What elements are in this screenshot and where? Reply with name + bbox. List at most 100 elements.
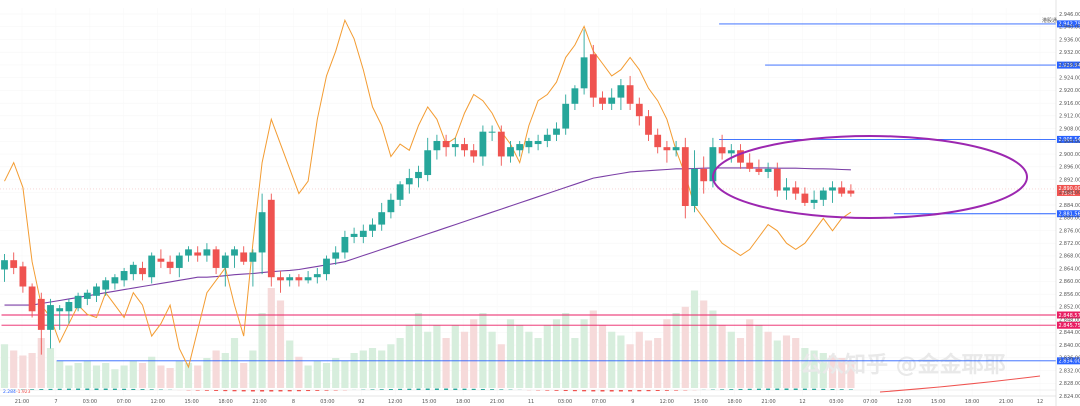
candle[interactable] bbox=[129, 261, 137, 281]
candle[interactable] bbox=[737, 144, 744, 169]
candle[interactable] bbox=[166, 255, 174, 275]
candle[interactable] bbox=[286, 274, 294, 287]
candle[interactable] bbox=[589, 44, 597, 107]
candle[interactable] bbox=[396, 181, 404, 206]
candle[interactable] bbox=[819, 187, 827, 206]
candle[interactable] bbox=[543, 128, 551, 148]
candle[interactable] bbox=[700, 156, 708, 194]
candle[interactable] bbox=[83, 289, 91, 306]
candle[interactable] bbox=[497, 125, 505, 166]
candle[interactable] bbox=[203, 243, 211, 262]
candle[interactable] bbox=[672, 140, 680, 157]
candle[interactable] bbox=[74, 292, 82, 312]
candle[interactable] bbox=[304, 271, 312, 284]
candle[interactable] bbox=[424, 137, 432, 182]
candle[interactable] bbox=[139, 261, 146, 281]
level-lines[interactable]: 2.942.790 2.929.548 2.905.544 2.881.560 2.84… bbox=[0, 20, 1080, 365]
candle[interactable] bbox=[369, 218, 376, 237]
candle[interactable] bbox=[451, 137, 459, 157]
candle[interactable] bbox=[727, 144, 735, 163]
candle[interactable] bbox=[295, 274, 303, 287]
candle[interactable] bbox=[148, 252, 156, 284]
candle[interactable] bbox=[718, 134, 726, 160]
candle[interactable] bbox=[681, 137, 689, 219]
candle[interactable] bbox=[212, 246, 220, 275]
candle[interactable] bbox=[28, 283, 36, 318]
candle[interactable] bbox=[341, 230, 349, 259]
candle[interactable] bbox=[387, 193, 395, 219]
time-axis[interactable]: 21:00 7 03:00 07:00 12:00 15:00 18:00 21:00 8 03:… bbox=[0, 395, 1056, 405]
candle[interactable] bbox=[562, 94, 570, 135]
candle[interactable] bbox=[479, 125, 487, 166]
candle[interactable] bbox=[470, 144, 478, 163]
candle[interactable] bbox=[249, 249, 257, 287]
candle[interactable] bbox=[157, 249, 165, 268]
candle[interactable] bbox=[102, 277, 110, 296]
candle[interactable] bbox=[405, 168, 413, 194]
candle[interactable] bbox=[185, 246, 192, 262]
current-price-badge bbox=[1057, 184, 1080, 196]
candle[interactable] bbox=[10, 252, 18, 275]
candle[interactable] bbox=[847, 184, 855, 197]
candle[interactable] bbox=[194, 246, 202, 262]
candle[interactable] bbox=[617, 79, 625, 110]
candle[interactable] bbox=[488, 125, 496, 141]
candle-body bbox=[277, 277, 284, 281]
candle[interactable] bbox=[350, 227, 358, 244]
candle[interactable] bbox=[111, 274, 119, 290]
candle[interactable] bbox=[415, 165, 422, 188]
candles[interactable] bbox=[1, 29, 855, 355]
x-tick-label: 12 bbox=[1037, 399, 1043, 405]
candle[interactable] bbox=[313, 267, 321, 284]
candle[interactable] bbox=[838, 181, 846, 197]
candle[interactable] bbox=[746, 153, 754, 172]
candle[interactable] bbox=[120, 267, 128, 287]
candle[interactable] bbox=[801, 187, 809, 206]
candle[interactable] bbox=[359, 224, 367, 244]
candle[interactable] bbox=[691, 150, 698, 213]
candle[interactable] bbox=[221, 252, 229, 287]
candle[interactable] bbox=[56, 305, 64, 330]
candle[interactable] bbox=[461, 137, 468, 157]
candle[interactable] bbox=[773, 162, 781, 197]
candle[interactable] bbox=[37, 292, 45, 355]
candle[interactable] bbox=[1, 254, 8, 282]
candle[interactable] bbox=[433, 134, 441, 160]
candle[interactable] bbox=[442, 134, 450, 157]
candle[interactable] bbox=[93, 283, 100, 302]
candle[interactable] bbox=[580, 29, 588, 95]
candle[interactable] bbox=[755, 159, 763, 176]
candle[interactable] bbox=[571, 85, 579, 110]
candle[interactable] bbox=[635, 97, 643, 126]
candle[interactable] bbox=[378, 202, 386, 231]
candle[interactable] bbox=[663, 140, 671, 163]
candle[interactable] bbox=[654, 128, 662, 154]
candle[interactable] bbox=[19, 261, 27, 293]
candle[interactable] bbox=[792, 181, 800, 200]
candle[interactable] bbox=[175, 252, 183, 278]
candle[interactable] bbox=[608, 88, 616, 110]
candle[interactable] bbox=[323, 255, 330, 281]
candle[interactable] bbox=[277, 271, 284, 293]
candle[interactable] bbox=[525, 137, 533, 154]
price-axis[interactable]: 2.946.000 2.940.000 2.936.000 2.932.000 2.92… bbox=[1055, 0, 1080, 406]
candle[interactable] bbox=[516, 140, 524, 157]
candle[interactable] bbox=[553, 122, 560, 141]
candle[interactable] bbox=[810, 190, 818, 210]
candle[interactable] bbox=[47, 298, 54, 349]
candle[interactable] bbox=[258, 193, 266, 275]
candle[interactable] bbox=[332, 246, 340, 265]
candle[interactable] bbox=[534, 134, 542, 151]
candle[interactable] bbox=[267, 193, 275, 287]
candle[interactable] bbox=[783, 178, 790, 200]
candle[interactable] bbox=[626, 75, 634, 110]
candle[interactable] bbox=[231, 246, 238, 268]
candle[interactable] bbox=[240, 246, 248, 265]
candle[interactable] bbox=[764, 162, 772, 179]
candle[interactable] bbox=[507, 140, 514, 163]
candle[interactable] bbox=[645, 110, 652, 141]
candle[interactable] bbox=[65, 298, 73, 324]
candle[interactable] bbox=[599, 91, 606, 110]
candle[interactable] bbox=[829, 181, 836, 203]
